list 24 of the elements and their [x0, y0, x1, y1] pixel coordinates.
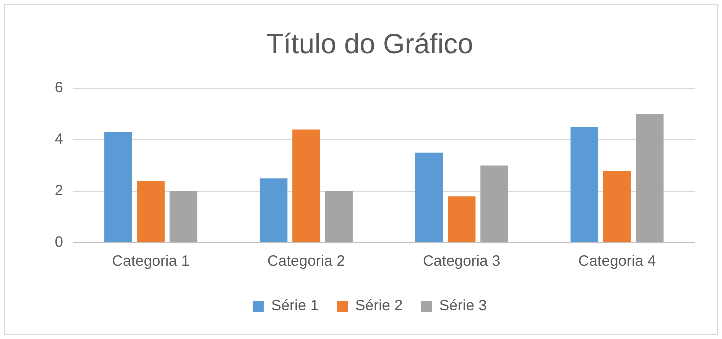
- bar: [292, 130, 320, 242]
- bar: [603, 170, 632, 242]
- bar: [636, 114, 664, 242]
- y-tick-label: 4: [55, 131, 64, 148]
- bar: [104, 132, 132, 242]
- bar: [137, 181, 165, 242]
- legend-label: Série 3: [440, 298, 488, 315]
- y-tick-label: 0: [55, 234, 64, 252]
- y-tick-label: 6: [55, 80, 64, 97]
- bar: [170, 192, 198, 242]
- chart-title: Título do Gráfico: [266, 28, 474, 60]
- bar: [448, 196, 476, 242]
- x-tick-label: Categoria 4: [578, 253, 656, 270]
- bar: [415, 152, 444, 242]
- legend-label: Série 1: [271, 298, 319, 315]
- bar: [570, 127, 599, 242]
- x-tick-label: Categoria 1: [112, 253, 190, 270]
- x-tick-label: Categoria 3: [423, 253, 501, 270]
- x-tick-label: Categoria 2: [268, 253, 346, 270]
- bar: [260, 178, 288, 242]
- y-tick-label: 2: [55, 182, 64, 200]
- bar: [480, 166, 508, 242]
- bar: [325, 192, 353, 242]
- legend-label: Série 2: [355, 298, 404, 315]
